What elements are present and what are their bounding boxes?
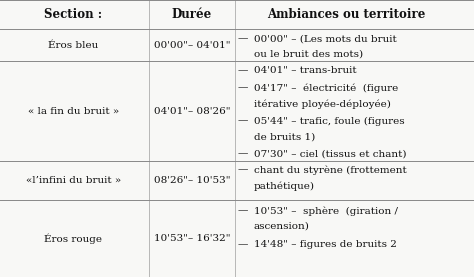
Text: pathétique): pathétique) (254, 181, 315, 191)
Text: —: — (238, 117, 248, 125)
Text: —: — (238, 240, 248, 249)
Text: 14'48" – figures de bruits 2: 14'48" – figures de bruits 2 (254, 240, 396, 249)
Text: 04'17" –  électricité  (figure: 04'17" – électricité (figure (254, 84, 398, 93)
Text: Ambiances ou territoire: Ambiances ou territoire (267, 8, 425, 21)
Text: —: — (238, 66, 248, 75)
Text: 04'01" – trans-bruit: 04'01" – trans-bruit (254, 66, 356, 75)
Text: ou le bruit des mots): ou le bruit des mots) (254, 50, 363, 59)
Text: 10'53" –  sphère  (giration /: 10'53" – sphère (giration / (254, 206, 398, 216)
Text: 05'44" – trafic, foule (figures: 05'44" – trafic, foule (figures (254, 117, 404, 126)
Text: ascension): ascension) (254, 222, 310, 231)
Text: 07'30" – ciel (tissus et chant): 07'30" – ciel (tissus et chant) (254, 150, 406, 158)
Text: 00'00"– 04'01": 00'00"– 04'01" (154, 41, 230, 50)
Text: « la fin du bruit »: « la fin du bruit » (28, 107, 119, 116)
Text: Éros rouge: Éros rouge (45, 233, 102, 244)
Text: chant du styrène (frottement: chant du styrène (frottement (254, 166, 406, 175)
Text: —: — (238, 206, 248, 215)
Text: Section :: Section : (45, 8, 102, 21)
Text: —: — (238, 84, 248, 93)
Text: 10'53"– 16'32": 10'53"– 16'32" (154, 234, 230, 243)
Text: de bruits 1): de bruits 1) (254, 132, 315, 141)
Text: «l’infini du bruit »: «l’infini du bruit » (26, 176, 121, 185)
Text: itérative ployée-déployée): itérative ployée-déployée) (254, 99, 391, 109)
Text: 00'00" – (Les mots du bruit: 00'00" – (Les mots du bruit (254, 34, 396, 43)
Text: Éros bleu: Éros bleu (48, 41, 99, 50)
Text: 04'01"– 08'26": 04'01"– 08'26" (154, 107, 230, 116)
Text: —: — (238, 34, 248, 43)
Text: —: — (238, 150, 248, 158)
Text: 08'26"– 10'53": 08'26"– 10'53" (154, 176, 230, 185)
Text: —: — (238, 166, 248, 175)
Text: Durée: Durée (172, 8, 212, 21)
